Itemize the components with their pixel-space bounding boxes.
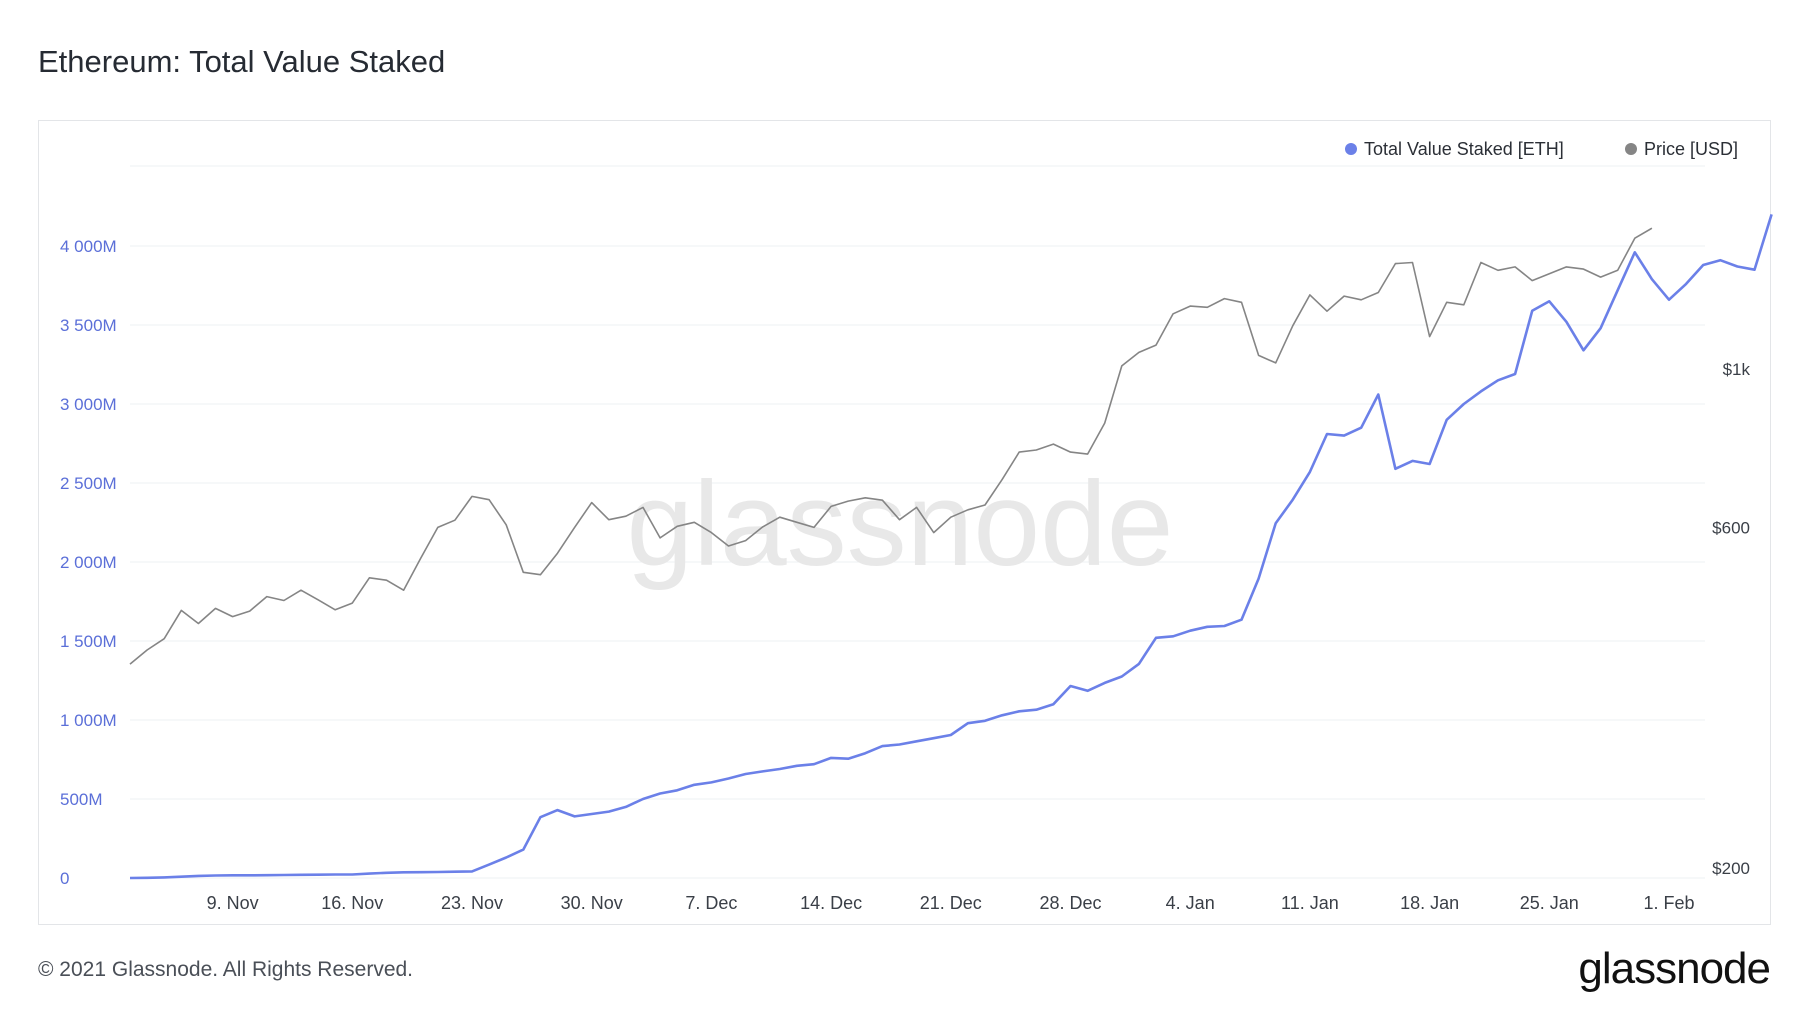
watermark: glassnode (626, 457, 1173, 591)
y-axis-right: $200 $600 $1k (1712, 360, 1750, 878)
x-axis: 9. Nov 16. Nov 23. Nov 30. Nov 7. Dec 14. Dec… (207, 893, 1695, 913)
y-left-tick-label: 2 000M (60, 553, 117, 572)
legend-marker-price (1625, 143, 1637, 155)
x-tick-label: 14. Dec (800, 893, 862, 913)
legend-marker-total-value-staked (1345, 143, 1357, 155)
x-tick-label: 16. Nov (321, 893, 383, 913)
grid-lines (130, 165, 1705, 879)
chart-panel (38, 120, 1771, 925)
x-tick-label: 23. Nov (441, 893, 503, 913)
y-right-tick-label: $1k (1723, 360, 1751, 379)
legend: Total Value Staked [ETH] Price [USD] (1345, 139, 1738, 159)
x-tick-label: 30. Nov (561, 893, 623, 913)
y-left-tick-label: 3 000M (60, 395, 117, 414)
y-right-tick-label: $600 (1712, 518, 1750, 537)
legend-label-total-value-staked: Total Value Staked [ETH] (1364, 139, 1564, 159)
x-tick-label: 11. Jan (1281, 893, 1339, 913)
y-left-tick-label: 4 000M (60, 237, 117, 256)
total-value-staked-line (129, 214, 1773, 880)
y-left-tick-label: 3 500M (60, 316, 117, 335)
y-axis-left: 0 500M 1 000M 1 500M 2 000M 2 500M 3 000M 3 500… (60, 237, 117, 888)
x-tick-label: 25. Jan (1520, 893, 1579, 913)
x-tick-label: 1. Feb (1643, 893, 1694, 913)
y-left-tick-label: 500M (60, 790, 103, 809)
copyright-footer: © 2021 Glassnode. All Rights Reserved. (38, 958, 414, 981)
y-left-tick-label: 2 500M (60, 474, 117, 493)
legend-label-price: Price [USD] (1644, 139, 1738, 159)
y-left-tick-label: 1 500M (60, 632, 117, 651)
y-left-tick-label: 1 000M (60, 711, 117, 730)
x-tick-label: 7. Dec (685, 893, 737, 913)
chart-title: Ethereum: Total Value Staked (38, 44, 446, 79)
x-tick-label: 28. Dec (1039, 893, 1101, 913)
y-left-tick-label: 0 (60, 869, 69, 888)
price-usd-line (129, 227, 1653, 665)
x-tick-label: 9. Nov (207, 893, 259, 913)
x-tick-label: 21. Dec (920, 893, 982, 913)
series-lines (129, 214, 1773, 880)
x-tick-label: 4. Jan (1166, 893, 1215, 913)
x-tick-label: 18. Jan (1400, 893, 1459, 913)
glassnode-logo[interactable]: glassnode (1578, 944, 1771, 993)
y-right-tick-label: $200 (1712, 859, 1750, 878)
